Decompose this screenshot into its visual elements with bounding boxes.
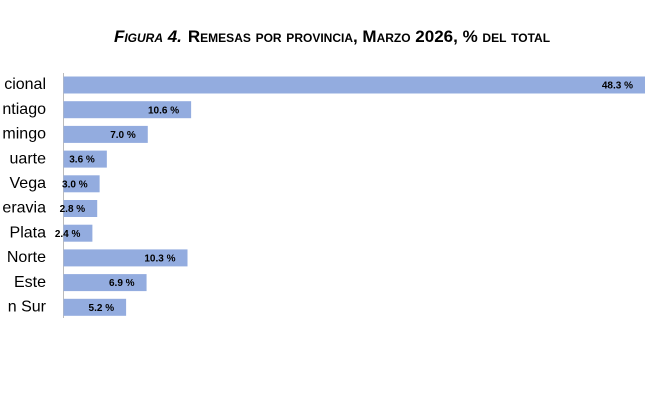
value-label: 7.0 %: [110, 130, 136, 141]
bar: [63, 249, 188, 267]
value-label: 3.6 %: [69, 155, 95, 166]
category-label: n Sur: [8, 299, 47, 316]
category-label: mingo: [2, 126, 46, 143]
bar: [63, 150, 107, 168]
chart-title: Figura 4. Remesas por provincia, Marzo 20…: [114, 27, 550, 46]
bar: [63, 101, 192, 119]
category-label: Vega: [10, 175, 47, 192]
bar: [63, 298, 127, 316]
category-label: Norte: [7, 249, 46, 266]
value-label: 10.6 %: [148, 105, 179, 116]
figure-label: Figura 4.: [114, 27, 182, 46]
title-text: Remesas por provincia, Marzo 2026, % del…: [188, 27, 550, 46]
category-label: Este: [14, 274, 46, 291]
bar: [63, 175, 100, 193]
value-label: 6.9 %: [109, 278, 135, 289]
value-label: 3.0 %: [62, 179, 88, 190]
category-label: uarte: [10, 150, 47, 167]
value-label: 2.8 %: [60, 204, 86, 215]
bar: [63, 125, 148, 143]
category-label: eravia: [2, 200, 46, 217]
value-label: 48.3 %: [602, 81, 633, 92]
bar: [63, 76, 645, 94]
bar: [63, 200, 98, 217]
bar: [63, 224, 93, 242]
value-label: 10.3 %: [144, 254, 175, 265]
bar: [63, 274, 147, 292]
category-label: ntiago: [2, 101, 46, 118]
value-label: 5.2 %: [89, 303, 115, 314]
category-label: cional: [4, 76, 46, 93]
category-label: Plata: [10, 224, 47, 241]
value-label: 2.4 %: [55, 229, 81, 240]
